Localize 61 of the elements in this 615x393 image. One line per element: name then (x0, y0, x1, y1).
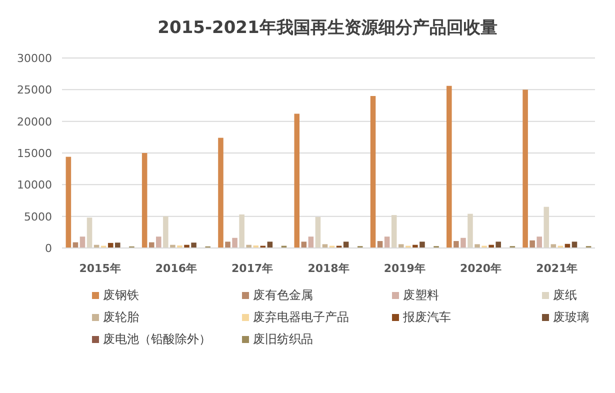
bar (191, 242, 196, 248)
bar (156, 236, 162, 248)
bar (86, 218, 92, 248)
y-tick-label: 20000 (17, 115, 52, 128)
bar (544, 206, 550, 248)
bar (530, 240, 535, 248)
bar (232, 238, 238, 248)
x-tick-label: 2016年 (155, 262, 198, 275)
bar (294, 114, 300, 248)
bar (301, 242, 307, 248)
bar (370, 96, 376, 248)
bar (115, 242, 120, 248)
bar (163, 216, 168, 248)
bar (148, 242, 154, 248)
bar (343, 242, 349, 248)
legend-label: 废轮胎 (103, 310, 139, 324)
bar (398, 244, 404, 248)
bar (460, 238, 466, 248)
x-tick-label: 2018年 (308, 262, 350, 275)
y-tick-label: 30000 (17, 52, 52, 65)
legend-label: 废有色金属 (253, 288, 313, 302)
bar (536, 236, 542, 248)
bar (218, 138, 224, 248)
bar (142, 153, 148, 248)
x-tick-label: 2021年 (536, 262, 578, 275)
x-tick-label: 2015年 (79, 262, 121, 275)
x-tick-label: 2019年 (384, 262, 426, 275)
chart-title: 2015-2021年我国再生资源细分产品回收量 (158, 18, 498, 38)
bar (308, 236, 314, 248)
y-tick-label: 10000 (17, 178, 52, 192)
legend-label: 废弃电器电子产品 (253, 310, 349, 324)
bar (474, 244, 480, 248)
bar (391, 215, 397, 248)
legend-label: 废塑料 (403, 288, 439, 302)
legend-label: 报废汽车 (402, 310, 451, 324)
bar (468, 214, 473, 248)
y-tick-label: 25000 (17, 84, 52, 97)
bar (267, 242, 273, 248)
x-tick-label: 2020年 (460, 262, 502, 275)
bar (496, 242, 501, 248)
y-tick-label: 0 (45, 242, 52, 255)
bar (522, 90, 528, 248)
bar (225, 242, 230, 248)
bar (446, 86, 452, 248)
legend-label: 废纸 (553, 288, 577, 302)
y-tick-label: 5000 (24, 210, 52, 224)
bar (66, 156, 72, 248)
bar (108, 242, 114, 248)
legend-label: 废钢铁 (103, 288, 139, 302)
legend-label: 废旧纺织品 (253, 332, 313, 346)
bar (80, 236, 86, 248)
bar (239, 214, 244, 248)
bar (420, 242, 425, 248)
bar (315, 216, 321, 248)
legend-label: 废电池（铅酸除外） (103, 332, 211, 346)
x-tick-label: 2017年 (232, 262, 274, 275)
bar (454, 241, 459, 248)
bar (384, 236, 390, 248)
y-tick-label: 15000 (17, 147, 52, 160)
bar (572, 242, 578, 248)
legend-label: 废玻璃 (553, 310, 589, 324)
